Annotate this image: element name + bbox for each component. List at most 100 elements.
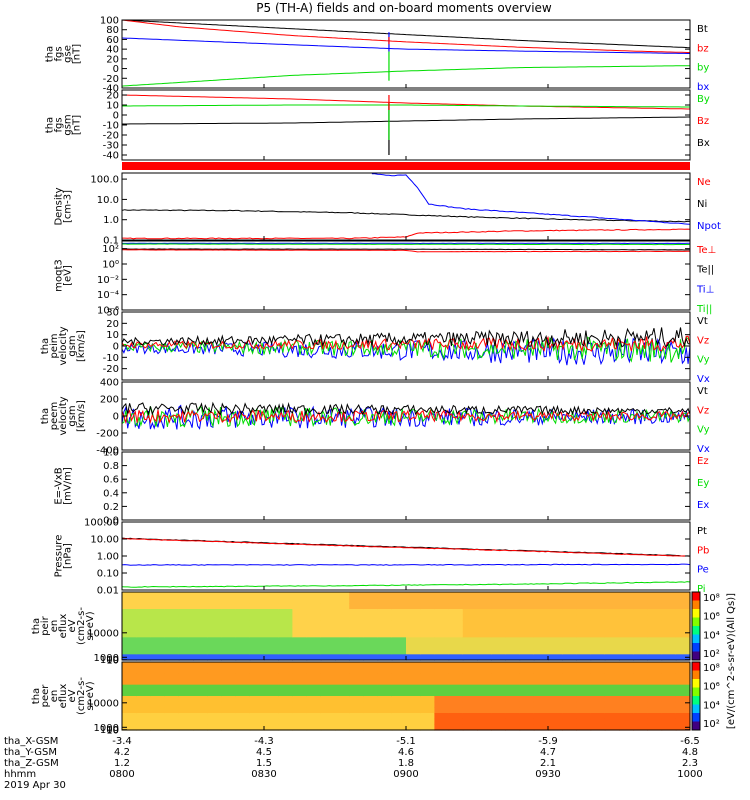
heatmap-cell xyxy=(335,718,350,725)
heatmap-cell xyxy=(661,713,677,720)
heatmap-cell xyxy=(235,690,251,697)
heatmap-cell xyxy=(661,592,677,599)
heatmap-cell xyxy=(335,713,350,720)
x-axis-row-label: tha_Z-GSM xyxy=(4,758,59,769)
heatmap-cell xyxy=(590,662,606,669)
heatmap-cell xyxy=(207,597,222,604)
heatmap-cell xyxy=(420,654,435,661)
y-axis-label: gse xyxy=(63,45,74,63)
heatmap-cell xyxy=(335,597,350,604)
heatmap-cell xyxy=(420,679,435,686)
heatmap-cell xyxy=(477,648,492,655)
heatmap-cell xyxy=(150,648,166,655)
heatmap-cell xyxy=(306,662,322,669)
heatmap-cell xyxy=(136,690,151,697)
heatmap-cell xyxy=(335,603,350,610)
heatmap-cell xyxy=(406,631,421,638)
heatmap-cell xyxy=(207,696,222,703)
heatmap-cell xyxy=(675,684,691,691)
heatmap-cell xyxy=(306,707,322,714)
heatmap-cell xyxy=(306,684,322,691)
heatmap-cell xyxy=(519,626,535,633)
heatmap-cell xyxy=(590,713,606,720)
heatmap-cell xyxy=(207,603,222,610)
y-tick-label: 0.4 xyxy=(103,488,119,499)
heatmap-cell xyxy=(562,673,577,680)
heatmap-cell xyxy=(434,701,450,708)
heatmap-cell xyxy=(249,609,265,616)
heatmap-cell xyxy=(604,684,620,691)
heatmap-cell xyxy=(391,592,407,599)
heatmap-cell xyxy=(363,724,379,731)
heatmap-cell xyxy=(221,654,237,661)
heatmap-cell xyxy=(576,724,592,731)
heatmap-cell xyxy=(150,597,166,604)
y-tick-label: 80 xyxy=(106,25,119,36)
x-axis-value: -5.1 xyxy=(396,736,416,747)
heatmap-cell xyxy=(562,626,577,633)
heatmap-cell xyxy=(249,614,265,621)
heatmap-cell xyxy=(448,701,464,708)
heatmap-cell xyxy=(221,673,237,680)
heatmap-cell xyxy=(249,626,265,633)
y-axis-label: eflux xyxy=(58,684,69,709)
heatmap-cell xyxy=(292,718,308,725)
heatmap-cell xyxy=(505,614,521,621)
heatmap-cell xyxy=(207,713,222,720)
heatmap-cell xyxy=(462,592,478,599)
heatmap-cell xyxy=(164,707,180,714)
heatmap-cell xyxy=(363,592,379,599)
heatmap-cell xyxy=(406,679,421,686)
heatmap-cell xyxy=(193,654,208,661)
heatmap-cell xyxy=(633,597,648,604)
heatmap-cell xyxy=(122,696,137,703)
heatmap-cell xyxy=(548,637,563,644)
heatmap-cell xyxy=(221,701,237,708)
heatmap-cell xyxy=(122,643,137,650)
heatmap-cell xyxy=(406,718,421,725)
colorbar-segment xyxy=(692,643,700,652)
heatmap-cell xyxy=(136,648,151,655)
heatmap-cell xyxy=(420,643,435,650)
heatmap-cell xyxy=(349,713,364,720)
heatmap-cell xyxy=(548,614,563,621)
heatmap-cell xyxy=(590,597,606,604)
heatmap-cell xyxy=(178,609,194,616)
heatmap-cell xyxy=(249,679,265,686)
heatmap-cell xyxy=(320,667,336,674)
heatmap-cell xyxy=(178,696,194,703)
heatmap-cell xyxy=(320,614,336,621)
heatmap-cell xyxy=(249,690,265,697)
heatmap-cell xyxy=(363,614,379,621)
heatmap-cell xyxy=(519,718,535,725)
heatmap-cell xyxy=(264,701,279,708)
heatmap-cell xyxy=(306,597,322,604)
heatmap-cell xyxy=(661,673,677,680)
y-axis-label: eV xyxy=(67,689,78,702)
heatmap-cell xyxy=(235,701,251,708)
heatmap-cell xyxy=(633,620,648,627)
y-tick-label: 20 xyxy=(106,319,119,330)
y-tick-label: 0.01 xyxy=(97,586,119,597)
x-axis-value: 1.2 xyxy=(114,758,130,769)
heatmap-cell xyxy=(434,696,450,703)
heatmap-cell xyxy=(193,603,208,610)
heatmap-cell xyxy=(136,667,151,674)
heatmap-cell xyxy=(590,637,606,644)
x-axis-value: 4.7 xyxy=(540,747,556,758)
heatmap-cell xyxy=(604,637,620,644)
heatmap-cell xyxy=(462,701,478,708)
series-black xyxy=(121,401,691,416)
heatmap-cell xyxy=(519,654,535,661)
heatmap-cell xyxy=(278,637,293,644)
heatmap-cell xyxy=(207,684,222,691)
x-axis-value: 0800 xyxy=(109,769,134,780)
heatmap-cell xyxy=(519,648,535,655)
heatmap-cell xyxy=(306,701,322,708)
heatmap-cell xyxy=(363,620,379,627)
heatmap-cell xyxy=(207,643,222,650)
series-green xyxy=(121,336,691,363)
heatmap-cell xyxy=(377,718,393,725)
heatmap-cell xyxy=(164,724,180,731)
legend-entry: Bz xyxy=(697,116,709,127)
